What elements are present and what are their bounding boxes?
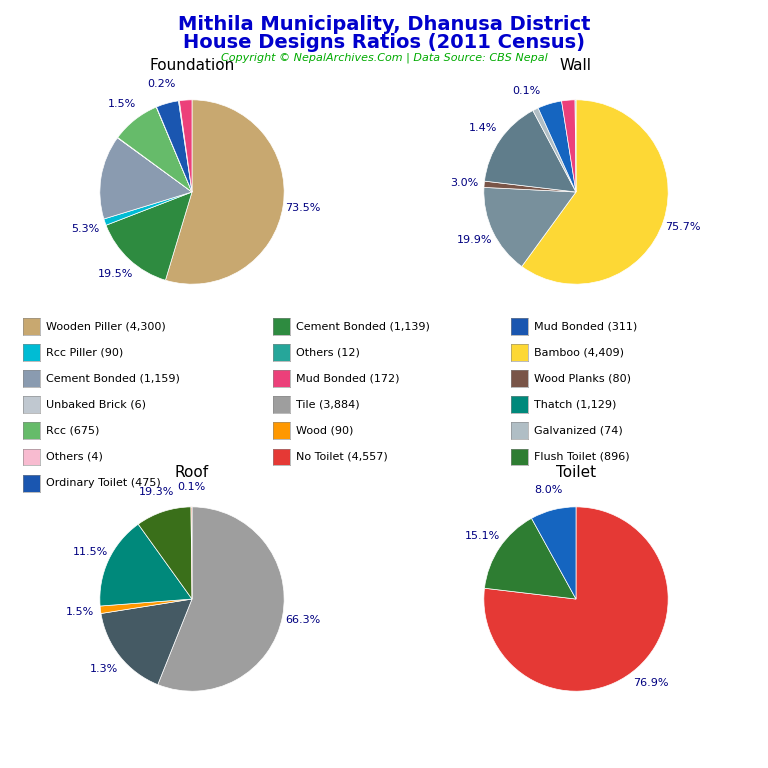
Wedge shape	[118, 107, 192, 192]
Wedge shape	[180, 100, 192, 192]
Text: Others (12): Others (12)	[296, 347, 359, 358]
Wedge shape	[157, 507, 284, 691]
Text: 76.9%: 76.9%	[633, 678, 668, 688]
Text: 11.5%: 11.5%	[72, 547, 108, 557]
Text: 66.3%: 66.3%	[285, 615, 320, 625]
Text: 0.1%: 0.1%	[177, 482, 206, 492]
Wedge shape	[118, 137, 192, 192]
Wedge shape	[484, 181, 576, 192]
Text: 15.1%: 15.1%	[465, 531, 501, 541]
Text: 1.3%: 1.3%	[90, 664, 118, 674]
Wedge shape	[100, 137, 192, 219]
Text: 0.2%: 0.2%	[147, 78, 176, 88]
Wedge shape	[531, 507, 576, 599]
Text: No Toilet (4,557): No Toilet (4,557)	[296, 452, 387, 462]
Text: 1.5%: 1.5%	[66, 607, 94, 617]
Text: 73.5%: 73.5%	[286, 204, 321, 214]
Text: Mud Bonded (172): Mud Bonded (172)	[296, 373, 399, 384]
Wedge shape	[191, 507, 192, 599]
Wedge shape	[484, 187, 576, 266]
Wedge shape	[561, 100, 576, 192]
Wedge shape	[538, 101, 576, 192]
Wedge shape	[485, 518, 576, 599]
Text: 19.9%: 19.9%	[457, 236, 492, 246]
Text: Galvanized (74): Galvanized (74)	[534, 425, 623, 436]
Text: Flush Toilet (896): Flush Toilet (896)	[534, 452, 630, 462]
Text: 3.0%: 3.0%	[450, 177, 478, 187]
Text: Mud Bonded (311): Mud Bonded (311)	[534, 321, 637, 332]
Text: 75.7%: 75.7%	[665, 222, 700, 232]
Wedge shape	[104, 192, 192, 225]
Text: House Designs Ratios (2011 Census): House Designs Ratios (2011 Census)	[183, 33, 585, 52]
Text: Copyright © NepalArchives.Com | Data Source: CBS Nepal: Copyright © NepalArchives.Com | Data Sou…	[220, 52, 548, 63]
Wedge shape	[484, 507, 668, 691]
Wedge shape	[575, 100, 576, 192]
Title: Roof: Roof	[175, 465, 209, 480]
Text: Thatch (1,129): Thatch (1,129)	[534, 399, 616, 410]
Text: Wood Planks (80): Wood Planks (80)	[534, 373, 631, 384]
Text: Ordinary Toilet (475): Ordinary Toilet (475)	[46, 478, 161, 488]
Text: 19.5%: 19.5%	[98, 270, 134, 280]
Text: 1.5%: 1.5%	[108, 99, 137, 109]
Title: Foundation: Foundation	[149, 58, 235, 73]
Text: Bamboo (4,409): Bamboo (4,409)	[534, 347, 624, 358]
Text: Tile (3,884): Tile (3,884)	[296, 399, 359, 410]
Text: Cement Bonded (1,159): Cement Bonded (1,159)	[46, 373, 180, 384]
Wedge shape	[165, 100, 284, 284]
Wedge shape	[106, 192, 192, 280]
Title: Toilet: Toilet	[556, 465, 596, 480]
Text: Mithila Municipality, Dhanusa District: Mithila Municipality, Dhanusa District	[177, 15, 591, 35]
Wedge shape	[533, 108, 576, 192]
Wedge shape	[100, 599, 192, 614]
Wedge shape	[485, 111, 576, 192]
Wedge shape	[521, 100, 668, 284]
Text: 19.3%: 19.3%	[139, 487, 174, 497]
Text: Unbaked Brick (6): Unbaked Brick (6)	[46, 399, 146, 410]
Wedge shape	[156, 107, 192, 192]
Text: Rcc Piller (90): Rcc Piller (90)	[46, 347, 124, 358]
Wedge shape	[178, 101, 192, 192]
Text: 8.0%: 8.0%	[534, 485, 562, 495]
Text: Others (4): Others (4)	[46, 452, 103, 462]
Text: Wood (90): Wood (90)	[296, 425, 353, 436]
Text: Cement Bonded (1,139): Cement Bonded (1,139)	[296, 321, 429, 332]
Text: 1.4%: 1.4%	[469, 124, 498, 134]
Wedge shape	[100, 525, 192, 606]
Text: 0.1%: 0.1%	[512, 86, 541, 96]
Title: Wall: Wall	[560, 58, 592, 73]
Text: Rcc (675): Rcc (675)	[46, 425, 99, 436]
Text: Wooden Piller (4,300): Wooden Piller (4,300)	[46, 321, 166, 332]
Wedge shape	[157, 101, 192, 192]
Text: 5.3%: 5.3%	[71, 223, 100, 233]
Wedge shape	[101, 599, 192, 684]
Wedge shape	[138, 507, 192, 599]
